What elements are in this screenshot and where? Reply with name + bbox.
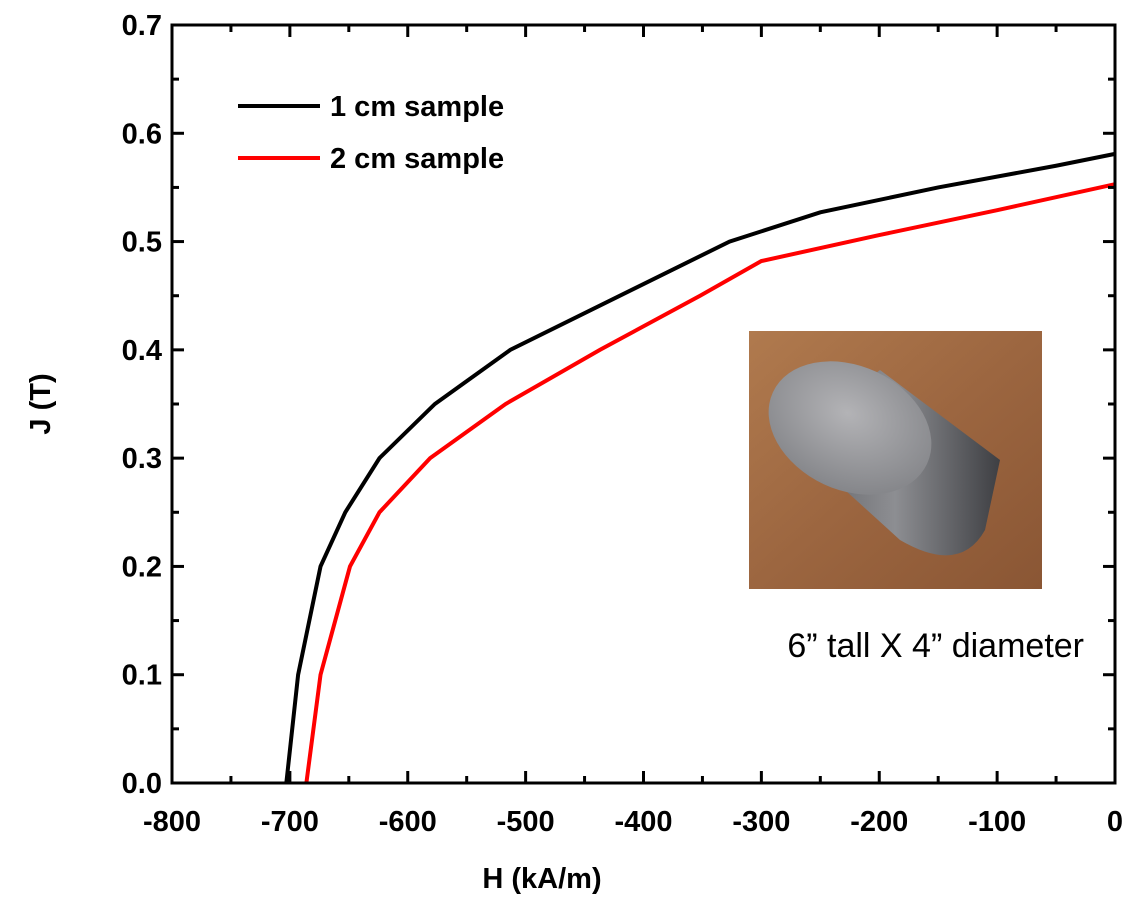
x-tick-label: -800 [143, 806, 201, 838]
chart: 6” tall X 4” diameter H (kA/m) J (T) 0.0… [0, 0, 1132, 913]
y-tick-label: 0.3 [122, 443, 162, 475]
x-tick-label: -200 [850, 806, 908, 838]
x-tick-label: -400 [614, 806, 672, 838]
legend-label: 2 cm sample [330, 143, 504, 175]
x-tick-label: -700 [261, 806, 319, 838]
x-tick-label: -300 [732, 806, 790, 838]
y-axis-label: J (T) [25, 373, 57, 434]
y-tick-label: 0.6 [122, 118, 162, 150]
legend-label: 1 cm sample [330, 91, 504, 123]
y-tick-label: 0.4 [122, 335, 162, 367]
x-axis-label: H (kA/m) [482, 863, 601, 895]
y-tick-label: 0.1 [122, 660, 162, 692]
y-tick-label: 0.5 [122, 227, 162, 259]
y-tick-label: 0.0 [122, 768, 162, 800]
x-tick-label: -600 [379, 806, 437, 838]
x-tick-label: -100 [968, 806, 1026, 838]
inset-photo [747, 331, 1042, 589]
y-tick-label: 0.2 [122, 551, 162, 583]
annotation: 6” tall X 4” diameter [787, 627, 1084, 665]
y-tick-label: 0.7 [122, 10, 162, 42]
x-tick-label: -500 [497, 806, 555, 838]
x-tick-label: 0 [1107, 806, 1123, 838]
